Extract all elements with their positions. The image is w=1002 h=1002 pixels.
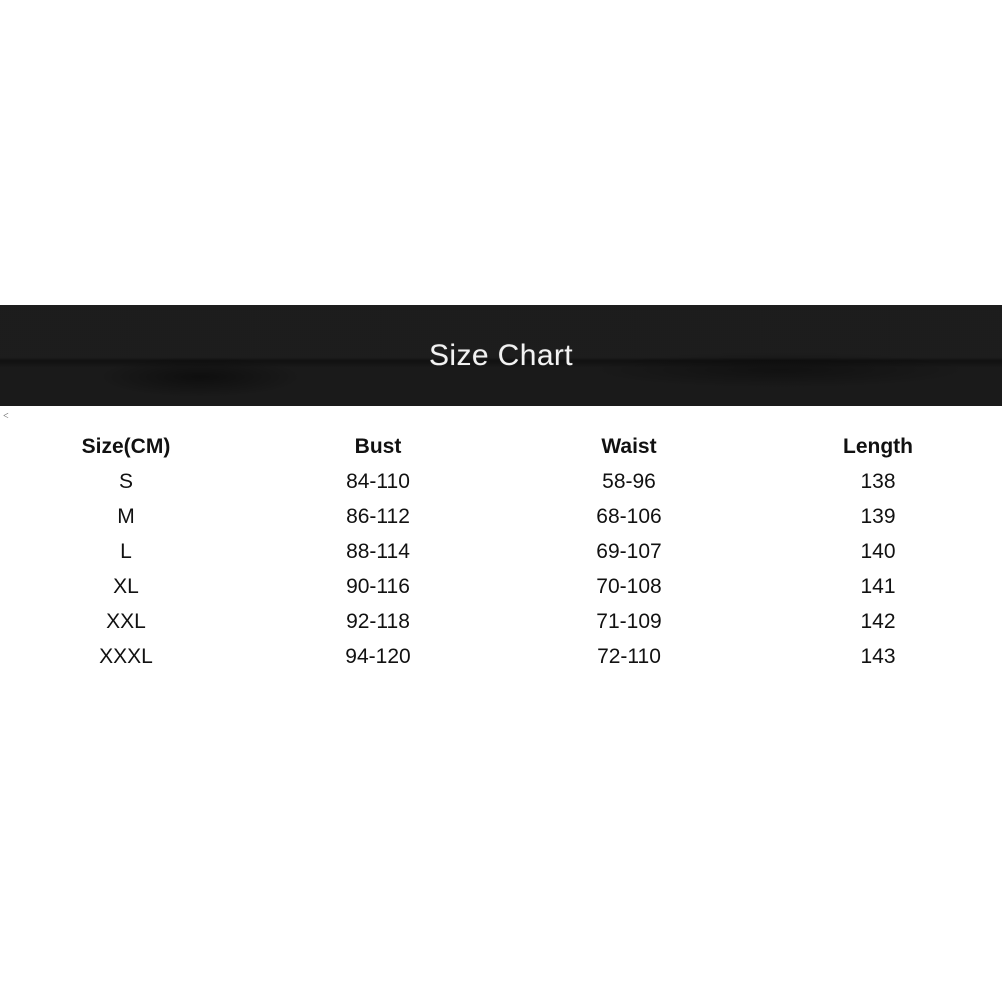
size-chart-title: Size Chart [428,338,574,372]
cell-waist: 68-106 [596,505,662,528]
top-whitespace [0,0,1002,305]
table-row: XXXL 94-120 72-110 143 [0,639,1002,674]
table-row: XL 90-116 70-108 141 [0,569,1002,604]
cell-size: L [120,540,132,563]
cell-bust: 84-110 [346,470,410,493]
cell-size: S [118,470,133,493]
cell-length: 138 [860,470,896,493]
cell-size: XL [113,575,139,598]
size-table-body: S 84-110 58-96 138 M 86-112 68-106 139 L… [0,464,1002,674]
table-row: L 88-114 69-107 140 [0,534,1002,569]
cell-length: 143 [860,645,896,668]
cell-waist: 70-108 [596,575,662,598]
cell-length: 141 [860,575,896,598]
column-header-size: Size(CM) [81,434,171,458]
table-row: S 84-110 58-96 138 [0,464,1002,499]
stray-glyph-artifact: < [3,411,9,422]
column-header-length: Length [843,434,913,458]
cell-length: 139 [860,505,896,528]
cell-waist: 71-109 [596,610,662,633]
cell-bust: 94-120 [345,645,411,668]
column-header-bust: Bust [354,434,402,458]
size-chart-table: Size(CM) Bust Waist Length S 84-110 58-9… [0,428,1002,674]
cell-size: XXXL [99,645,153,668]
cell-size: M [117,505,135,528]
cell-bust: 92-118 [346,610,410,633]
cell-length: 140 [860,540,896,563]
cell-bust: 86-112 [346,505,410,528]
cell-size: XXL [106,610,146,633]
table-row: XXL 92-118 71-109 142 [0,604,1002,639]
size-table-container: Size(CM) Bust Waist Length S 84-110 58-9… [0,428,1002,674]
cell-length: 142 [860,610,896,633]
size-chart-banner: Size Chart [0,305,1002,406]
cell-bust: 88-114 [346,540,410,563]
table-header-row: Size(CM) Bust Waist Length [0,428,1002,464]
size-table-head: Size(CM) Bust Waist Length [0,428,1002,464]
cell-waist: 58-96 [602,470,656,493]
table-row: M 86-112 68-106 139 [0,499,1002,534]
cell-bust: 90-116 [346,575,410,598]
cell-waist: 69-107 [596,540,662,563]
column-header-waist: Waist [601,434,657,458]
cell-waist: 72-110 [597,645,661,668]
